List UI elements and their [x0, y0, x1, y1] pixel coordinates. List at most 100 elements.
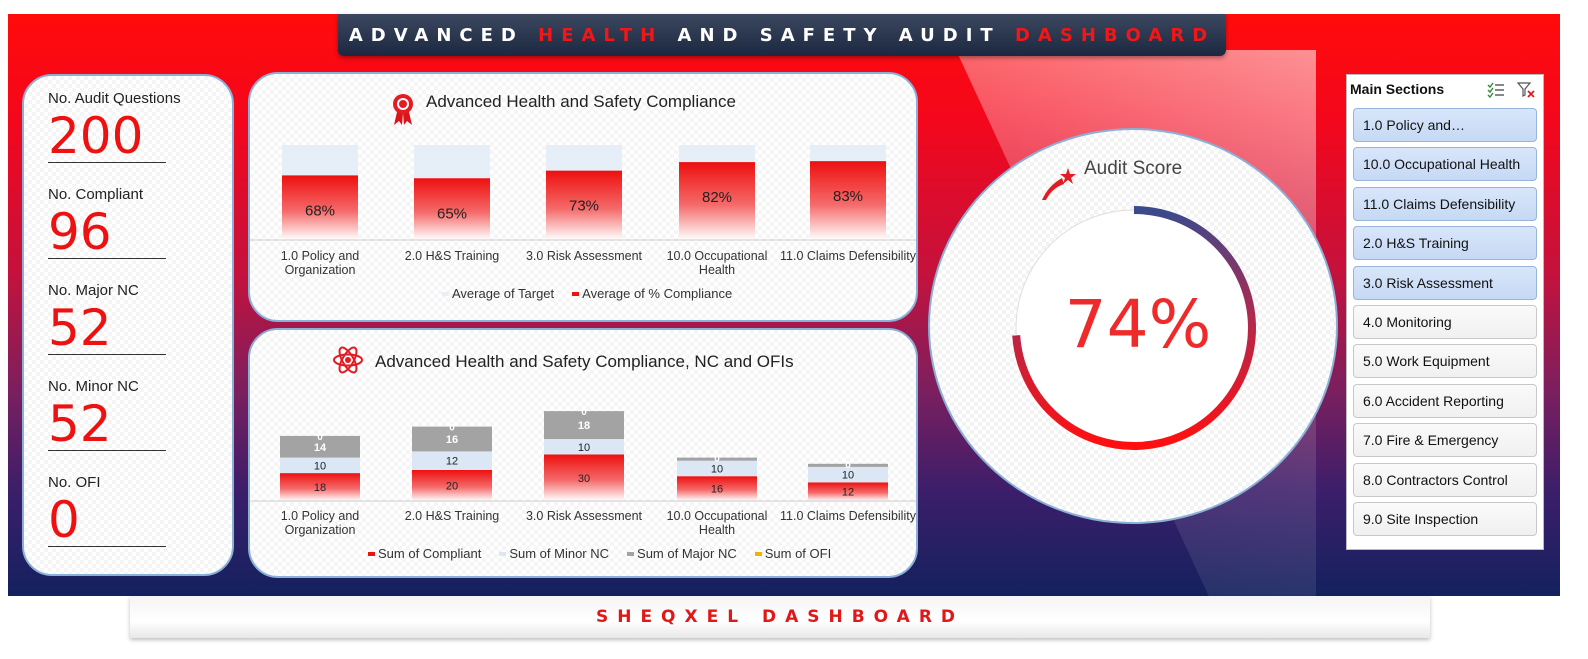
- compliance-chart-legend: Average of Target Average of % Complianc…: [442, 286, 732, 301]
- audit-score-value: 74%: [1064, 286, 1212, 363]
- legend-label: Sum of Compliant: [378, 546, 482, 561]
- kpi-label: No. OFI: [48, 474, 101, 491]
- main-sections-slicer[interactable]: Main Sections 1.0 Policy and… 10.0 Occupa…: [1346, 74, 1544, 550]
- kpi-major-nc: No. Major NC 52: [48, 282, 198, 357]
- data-label: 16: [446, 434, 458, 446]
- legend-swatch: [499, 551, 507, 556]
- slicer-item[interactable]: 9.0 Site Inspection: [1353, 502, 1537, 536]
- category-label: 10.0 Occupational: [667, 249, 768, 263]
- audit-score-gauge: [1012, 206, 1256, 450]
- clear-filter-icon[interactable]: [1517, 82, 1535, 98]
- compliance-chart-title: Advanced Health and Safety Compliance: [426, 92, 736, 111]
- bar-segment-compliant: [808, 482, 888, 501]
- slicer-item[interactable]: 3.0 Risk Assessment: [1353, 265, 1537, 300]
- kpi-audit-questions: No. Audit Questions 200: [48, 90, 198, 165]
- category-label: 3.0 Risk Assessment: [526, 509, 643, 523]
- compliance-chart-panel[interactable]: Advanced Health and Safety Compliance 68…: [248, 72, 918, 322]
- legend-swatch: [572, 291, 580, 296]
- bar-segment-compliant: [412, 470, 492, 501]
- slicer-item-label: 9.0 Site Inspection: [1363, 511, 1479, 527]
- kpi-label: No. Compliant: [48, 186, 144, 203]
- category-label: 1.0 Policy and: [281, 509, 360, 523]
- atom-icon: [333, 346, 363, 374]
- slicer-item-label: 7.0 Fire & Emergency: [1363, 432, 1499, 449]
- gauge-arc: [1012, 206, 1256, 450]
- slicer-item[interactable]: 4.0 Monitoring: [1353, 305, 1537, 339]
- legend-item-minor-nc: Sum of Minor NC: [499, 546, 609, 561]
- footer-title: SHEQXEL DASHBOARD: [595, 607, 965, 627]
- slicer-item-label: 3.0 Risk Assessment: [1363, 274, 1493, 291]
- data-label: 10: [578, 442, 590, 454]
- data-label: 83%: [833, 188, 863, 205]
- bar-segment-major-nc: [677, 457, 757, 461]
- multi-select-icon[interactable]: [1487, 82, 1505, 98]
- bar-compliance: [282, 175, 358, 240]
- bar-segment-major-nc: [544, 411, 624, 439]
- award-ribbon-icon: [393, 94, 413, 125]
- slicer-item[interactable]: 10.0 Occupational Health: [1353, 147, 1537, 182]
- kpi-value: 200: [48, 107, 166, 165]
- slicer-item-label: 2.0 H&S Training: [1363, 235, 1469, 252]
- data-label-ofi: 0: [714, 454, 720, 465]
- data-label: 10: [314, 460, 326, 472]
- legend-label: Average of % Compliance: [582, 286, 733, 301]
- category-label: 11.0 Claims Defensibility: [780, 509, 917, 523]
- data-label: 16: [711, 484, 723, 496]
- footer-bar: SHEQXEL DASHBOARD: [130, 596, 1430, 638]
- bar-compliance: [414, 178, 490, 240]
- bar-segment-minor-nc: [677, 460, 757, 477]
- category-label: 10.0 Occupational: [667, 509, 768, 523]
- title-part-4: DASHBOARD: [1014, 24, 1216, 46]
- slicer-item[interactable]: 11.0 Claims Defensibility: [1353, 186, 1537, 221]
- slicer-item[interactable]: 5.0 Work Equipment: [1353, 344, 1537, 379]
- title-part-2: HEALTH: [538, 24, 664, 46]
- data-label: 20: [446, 481, 458, 493]
- slicer-item[interactable]: 8.0 Contractors Control: [1353, 462, 1537, 497]
- category-label: 3.0 Risk Assessment: [526, 249, 643, 263]
- kpi-value: 52: [48, 395, 166, 453]
- shooting-star-icon: [1042, 168, 1076, 200]
- bar-segment-compliant: [280, 473, 360, 501]
- slicer-item-label: 8.0 Contractors Control: [1363, 471, 1508, 488]
- data-label: 10: [711, 463, 723, 475]
- kpi-label: No. Major NC: [48, 282, 139, 299]
- data-label-ofi: 0: [317, 432, 323, 443]
- slicer-item-label: 1.0 Policy and…: [1363, 117, 1465, 133]
- data-label: 10: [842, 470, 854, 482]
- bar-segment-compliant: [544, 454, 624, 501]
- bar-compliance: [546, 170, 622, 240]
- category-label: 2.0 H&S Training: [405, 249, 500, 263]
- data-label: 18: [578, 420, 590, 432]
- data-label: 73%: [569, 198, 599, 215]
- dashboard-title-bar: ADVANCED HEALTH AND SAFETY AUDIT DASHBOA…: [338, 14, 1226, 56]
- category-label: 2.0 H&S Training: [405, 509, 500, 523]
- slicer-item[interactable]: 6.0 Accident Reporting: [1353, 383, 1537, 418]
- data-label: 82%: [702, 189, 732, 206]
- category-label: 1.0 Policy and: [281, 249, 360, 263]
- slicer-item-label: 4.0 Monitoring: [1363, 314, 1452, 330]
- kpi-compliant: No. Compliant 96: [48, 186, 198, 261]
- bar-segment-major-nc: [808, 463, 888, 467]
- legend-swatch: [754, 551, 762, 556]
- bar-segment-minor-nc: [544, 439, 624, 455]
- title-part-1: ADVANCED: [348, 24, 539, 46]
- slicer-item[interactable]: 1.0 Policy and…: [1353, 108, 1537, 142]
- kpi-minor-nc: No. Minor NC 52: [48, 378, 198, 453]
- kpi-label: No. Minor NC: [48, 378, 139, 395]
- legend-label: Sum of OFI: [764, 546, 832, 561]
- data-label: 12: [842, 487, 854, 499]
- legend-item-ofi: Sum of OFI: [754, 546, 832, 561]
- slicer-item[interactable]: 7.0 Fire & Emergency: [1353, 423, 1537, 458]
- category-label: Organization: [285, 263, 356, 277]
- bar-segment-compliant: [677, 476, 757, 501]
- legend-item-target: Average of Target: [442, 286, 554, 301]
- legend-swatch: [627, 551, 635, 556]
- kpi-value: 0: [48, 491, 166, 549]
- nc-ofi-chart-panel[interactable]: Advanced Health and Safety Compliance, N…: [248, 328, 918, 578]
- data-label: 14: [314, 442, 327, 454]
- bar-segment-minor-nc: [280, 457, 360, 474]
- slicer-item[interactable]: 2.0 H&S Training: [1353, 226, 1537, 261]
- legend-item-major-nc: Sum of Major NC: [627, 546, 737, 561]
- legend-swatch: [442, 291, 449, 296]
